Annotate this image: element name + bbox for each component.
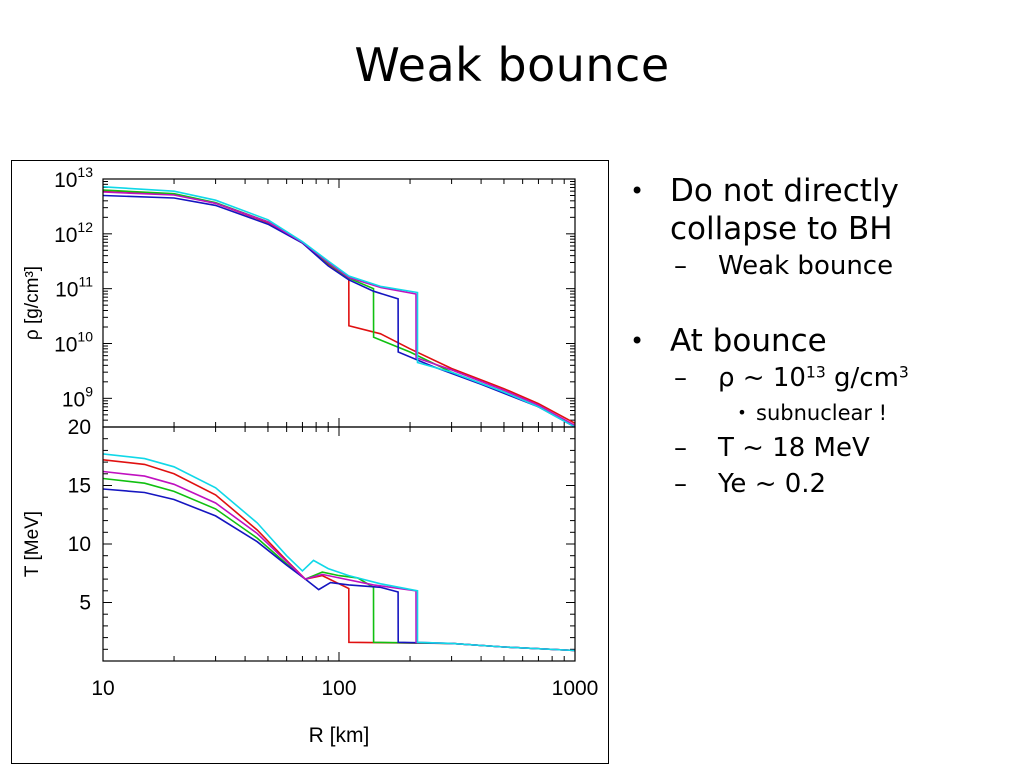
dash-mark: – [674,363,687,393]
density-unit: g/cm [825,363,899,393]
y-tick-label: 1010 [54,328,93,356]
density-unit-exponent: 3 [898,363,909,382]
series-line-density-2 [103,194,575,427]
density-text: ρ ~ 1013 g/cm3 [718,360,909,396]
sub-bullet-ye: – Ye ~ 0.2 [668,466,1018,502]
slide-title: Weak bounce [354,38,670,92]
bullet-at-bounce: • At bounce [628,322,1018,360]
dash-mark: – [674,433,687,463]
sub-bullet-text: Weak bounce [718,251,894,281]
series-line-density-3 [103,191,575,427]
x-tick-label: 1000 [552,677,599,700]
y-tick-label: 109 [62,383,93,411]
x-tick-label: 10 [91,677,114,700]
sub-sub-bullet-subnuclear: • subnuclear ! [728,396,1018,430]
x-tick-label: 100 [321,677,356,700]
y-tick-label: 20 [68,416,91,439]
y-axis-label: ρ [g/cm³] [22,266,43,340]
series-line-temperature-4 [103,453,575,652]
bullet-mark: • [630,327,645,355]
y-tick-label: 10 [68,533,91,556]
y-tick-label: 5 [79,592,91,615]
ye-text: Ye ~ 0.2 [718,469,827,499]
bullet-mark: • [630,177,645,205]
x-axis-label: R [km] [309,724,370,747]
bullet-list: • Do not directly collapse to BH – Weak … [628,172,1018,502]
dash-mark: – [674,251,687,281]
dash-mark: – [674,469,687,499]
y-axis-label: T [MeV] [22,511,43,577]
sub-bullet-temperature: – T ~ 18 MeV [668,430,1018,466]
temperature-panel-frame [102,426,576,662]
y-tick-label: 15 [68,475,91,498]
density-base: ρ ~ 10 [718,363,806,393]
chart-figure: 1013 1012 1011 1010 109 ρ [g/cm³] 20 15 10 5 T [Me… [11,160,609,764]
bullet-mark: • [737,403,747,422]
y-tick-label: 1011 [55,274,93,302]
bullet-collapse: • Do not directly collapse to BH [628,172,1018,248]
sub-bullet-weak-bounce: – Weak bounce [668,248,1018,284]
y-tick-label: 1012 [54,219,93,247]
bullet-text-line1: Do not directly [670,173,899,209]
bullet-text: At bounce [670,323,827,359]
figure-frame [11,160,609,764]
subnuclear-text: subnuclear ! [756,401,888,425]
sub-bullet-density: – ρ ~ 1013 g/cm3 [668,360,1018,396]
bullet-text-line2: collapse to BH [670,211,893,247]
series-line-density-4 [103,186,575,427]
temperature-text: T ~ 18 MeV [718,433,870,463]
density-exponent: 13 [805,363,826,382]
y-tick-label: 1013 [54,164,93,192]
